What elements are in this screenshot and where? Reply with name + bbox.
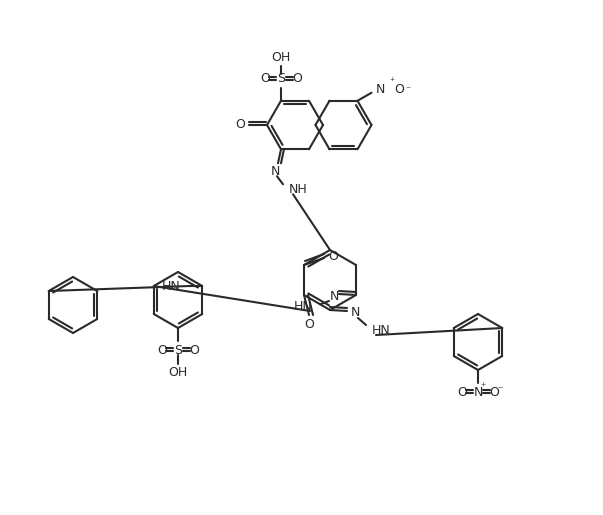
Text: O: O [235, 118, 245, 131]
Text: O: O [328, 250, 338, 264]
Text: N: N [270, 165, 280, 178]
Text: NH: NH [289, 183, 308, 196]
Text: HN: HN [294, 300, 313, 314]
Text: ⁻: ⁻ [405, 85, 410, 95]
Text: N: N [473, 386, 482, 399]
Text: OH: OH [271, 52, 291, 64]
Text: N: N [329, 289, 339, 302]
Text: ⁺: ⁺ [481, 382, 485, 392]
Text: HN: HN [162, 280, 180, 293]
Text: O: O [292, 72, 302, 85]
Text: O: O [260, 72, 270, 85]
Text: ⁺: ⁺ [389, 77, 394, 87]
Text: N: N [376, 83, 385, 96]
Text: O: O [457, 386, 467, 399]
Text: S: S [277, 72, 285, 85]
Text: O: O [394, 83, 405, 96]
Text: O: O [157, 344, 167, 356]
Text: O: O [304, 318, 314, 331]
Text: OH: OH [168, 366, 188, 379]
Text: N: N [350, 306, 359, 319]
Text: O: O [189, 344, 199, 356]
Text: O: O [489, 386, 499, 399]
Text: ⁻: ⁻ [497, 385, 503, 395]
Text: HN: HN [372, 323, 391, 336]
Text: S: S [174, 344, 182, 356]
